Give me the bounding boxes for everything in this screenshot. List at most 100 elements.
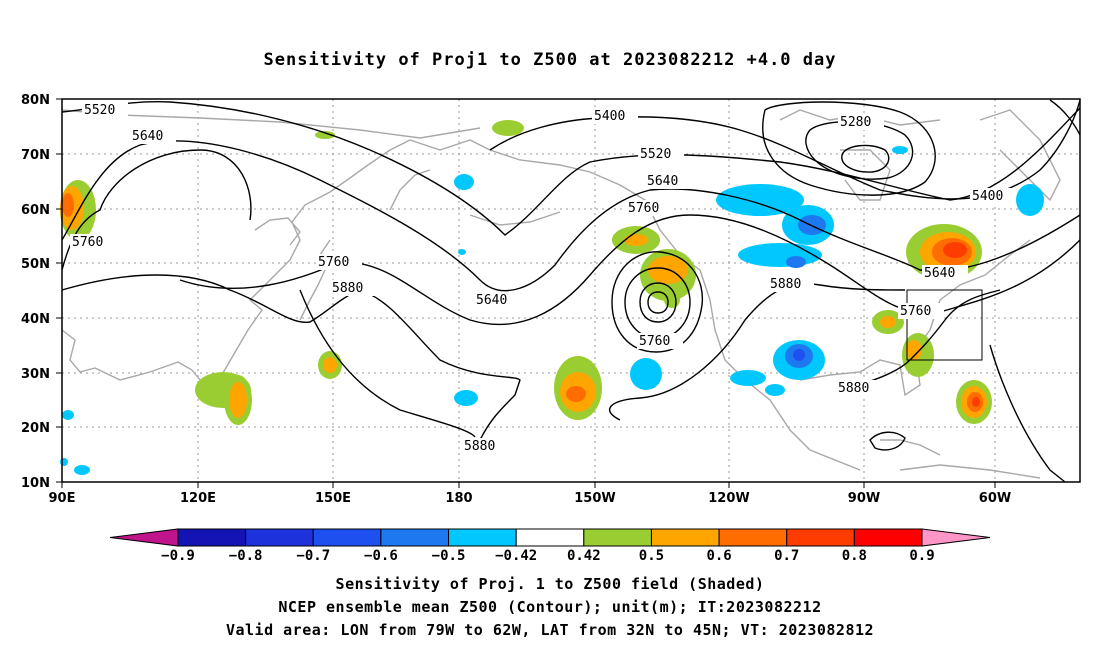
pos-region (492, 120, 524, 136)
japan (299, 239, 331, 321)
pos-region (880, 316, 896, 328)
contour-label: 5880 (464, 439, 495, 454)
colorbar-swatch (786, 528, 855, 547)
colorbar-swatch (245, 528, 314, 547)
closed-low-inner (639, 282, 677, 323)
contour-label: 5760 (72, 235, 103, 250)
lat-label: 50N (21, 257, 50, 272)
neg-region (786, 256, 806, 268)
contour-label: 5880 (838, 381, 869, 396)
sea-of-okhotsk (254, 217, 301, 246)
closed-low-core (647, 291, 669, 314)
neg-region (793, 349, 805, 361)
caption-valid-area: Valid area: LON from 79W to 62W, LAT fro… (225, 621, 875, 639)
valid-area-box (906, 289, 983, 361)
lon-labels: 90E 120E 150E 180 150W 120W 90W 60W (49, 491, 1012, 506)
pos-region (943, 242, 967, 258)
colorbar-left-arrow (109, 528, 179, 547)
contour-label: 5880 (770, 277, 801, 292)
contour-labels: 5520 5640 5760 5400 5280 5520 5640 5760 … (70, 102, 1016, 454)
colorbar-tick-label: 0.6 (706, 548, 731, 564)
lat-label: 60N (21, 203, 50, 218)
lon-label: 90W (848, 491, 880, 506)
contour-label: 5760 (639, 334, 670, 349)
neg-region (630, 358, 662, 390)
pos-region (624, 234, 648, 246)
caribbean (880, 439, 941, 456)
lat-labels: 80N 70N 60N 50N 40N 30N 20N 10N (21, 93, 50, 491)
contour-label: 5520 (640, 147, 671, 162)
colorbar-tick-label: −0.6 (364, 548, 398, 564)
contour-label: 5400 (972, 189, 1003, 204)
polar-low-inner (841, 144, 890, 173)
neg-region (458, 249, 466, 255)
colorbar-tick-label: −0.42 (495, 548, 537, 564)
contour-label: 5640 (647, 174, 678, 189)
chart-title: Sensitivity of Proj1 to Z500 at 20230822… (263, 50, 837, 70)
south-america (899, 464, 1041, 479)
contour-label: 5640 (924, 266, 955, 281)
lon-label: 180 (445, 491, 472, 506)
colorbar-swatch (177, 528, 247, 547)
sensitivity-shading (60, 120, 1044, 475)
contour-label: 5640 (132, 129, 163, 144)
contour-5760-west (61, 149, 252, 271)
pos-region (62, 193, 74, 217)
neg-region (74, 465, 90, 475)
pos-region (229, 382, 247, 418)
colorbar-tick-label: −0.9 (161, 548, 195, 564)
contour-5520-east (1049, 99, 1081, 136)
neg-region (454, 174, 474, 190)
lon-label: 120W (708, 491, 749, 506)
colorbar-tick-label: −0.5 (432, 548, 466, 564)
colorbar (109, 528, 991, 547)
pos-region (972, 397, 980, 407)
contour-5880-se (839, 289, 1001, 391)
polar-low-outer (762, 101, 936, 196)
neg-region (730, 370, 766, 386)
neg-region (1016, 184, 1044, 216)
neg-region (60, 458, 68, 466)
colorbar-swatch (853, 528, 923, 547)
colorbar-tick-label: 0.8 (842, 548, 867, 564)
pos-region (906, 340, 922, 360)
neg-region (738, 243, 822, 267)
lon-label: 60W (979, 491, 1011, 506)
lat-label: 20N (21, 421, 50, 436)
colorbar-right-arrow (921, 528, 991, 547)
colorbar-tick-label: 0.9 (909, 548, 934, 564)
lat-label: 80N (21, 93, 50, 108)
lon-label: 90E (49, 491, 76, 506)
colorbar-swatch (718, 528, 788, 547)
caption-shading: Sensitivity of Proj. 1 to Z500 field (Sh… (335, 575, 765, 593)
axis-ticks (56, 98, 996, 488)
lat-label: 30N (21, 367, 50, 382)
asia-coast (61, 139, 491, 397)
lon-label: 120E (180, 491, 216, 506)
pos-region (323, 357, 337, 373)
colorbar-swatch (650, 528, 720, 547)
lat-label: 70N (21, 148, 50, 163)
greenland (979, 109, 1061, 202)
neg-region (62, 410, 74, 420)
lon-label: 150W (574, 491, 615, 506)
contour-label: 5760 (318, 255, 349, 270)
contour-label: 5400 (594, 109, 625, 124)
colorbar-tick-label: −0.7 (296, 548, 330, 564)
alaska (489, 149, 701, 271)
contour-label: 5760 (900, 304, 931, 319)
contour-5520-west (61, 100, 1081, 236)
colorbar-tick-label: 0.5 (639, 548, 664, 564)
contour-5880-s-east (989, 344, 1066, 483)
colorbar-tick-label: 0.42 (567, 548, 601, 564)
contour-5640 (61, 140, 1081, 292)
colorbar-swatch (515, 528, 585, 547)
neg-region (892, 146, 908, 154)
lat-label: 40N (21, 312, 50, 327)
caption-contour: NCEP ensemble mean Z500 (Contour); unit(… (278, 598, 822, 616)
kamchatka (389, 169, 431, 211)
lat-label: 10N (21, 476, 50, 491)
colorbar-tick-label: −0.8 (229, 548, 263, 564)
pos-region (664, 292, 680, 308)
